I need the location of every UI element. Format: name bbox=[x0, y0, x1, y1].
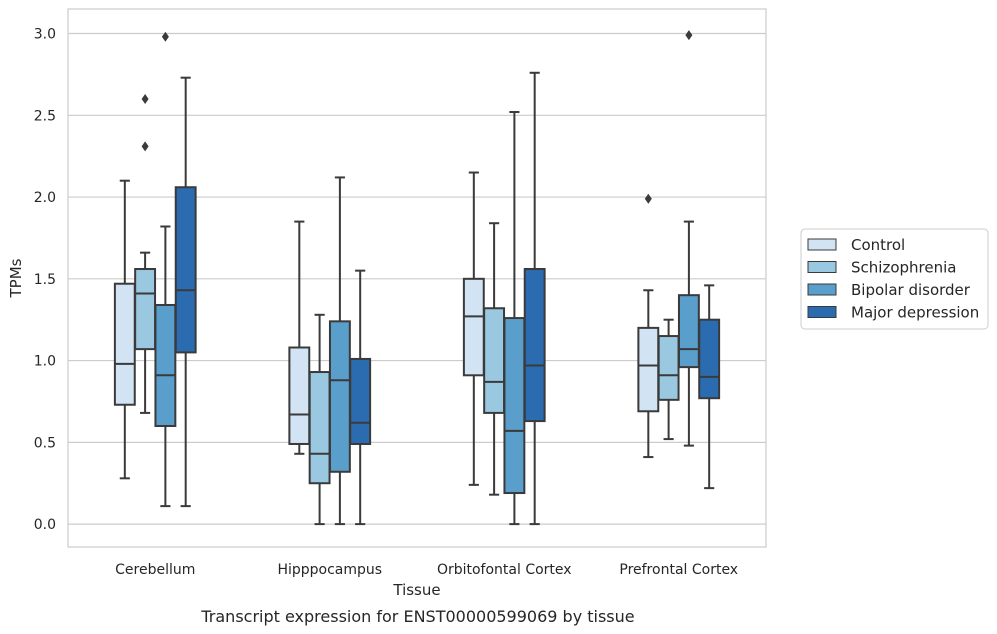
box-iqr bbox=[698, 318, 721, 400]
gridlines bbox=[68, 32, 766, 525]
box-iqr bbox=[174, 186, 197, 354]
x-tick-labels: Cerebellum Hipppocampus Orbitofontal Corte… bbox=[115, 562, 738, 578]
x-tick-label: Prefrontal Cortex bbox=[619, 562, 738, 578]
box-1-4 bbox=[174, 76, 197, 508]
chart-caption: Transcript expression for ENST0000059906… bbox=[200, 607, 634, 626]
box-1-2 bbox=[134, 93, 157, 414]
box-2-2 bbox=[308, 313, 331, 526]
box-4-3 bbox=[677, 30, 700, 447]
outlier-point bbox=[644, 193, 652, 204]
box-2-1 bbox=[288, 220, 311, 455]
box-4-4 bbox=[698, 284, 721, 490]
box-iqr bbox=[483, 307, 506, 414]
outlier-point bbox=[141, 93, 149, 104]
y-tick-labels: 0.0 0.5 1.0 1.5 2.0 2.5 3.0 bbox=[34, 27, 56, 534]
x-tick-label: Cerebellum bbox=[115, 562, 195, 578]
x-tick-label: Hipppocampus bbox=[277, 562, 382, 578]
box-4-1 bbox=[637, 193, 660, 459]
outlier-point bbox=[685, 30, 693, 41]
boxes bbox=[113, 30, 721, 526]
x-tick-label: Orbitofontal Cortex bbox=[437, 562, 572, 578]
legend-label: Control bbox=[851, 236, 905, 254]
y-tick-label: 1.0 bbox=[34, 354, 56, 370]
x-axis-label: Tissue bbox=[392, 581, 440, 599]
legend-swatch bbox=[807, 283, 837, 296]
legend-label: Bipolar disorder bbox=[851, 281, 971, 299]
box-3-2 bbox=[483, 222, 506, 496]
box-1-1 bbox=[113, 179, 136, 480]
legend-swatch bbox=[807, 238, 837, 251]
box-4-2 bbox=[657, 318, 680, 441]
box-iqr bbox=[657, 335, 680, 401]
legend: Control Schizophrenia Bipolar disorder Majo… bbox=[800, 228, 989, 330]
box-iqr bbox=[134, 268, 157, 351]
legend-label: Major depression bbox=[851, 304, 979, 322]
legend-swatch bbox=[807, 306, 837, 318]
legend-swatch bbox=[807, 261, 837, 273]
y-axis-label: TPMs bbox=[7, 258, 25, 298]
box-3-4 bbox=[523, 71, 546, 526]
y-tick-label: 1.5 bbox=[34, 272, 56, 288]
legend-frame bbox=[800, 228, 989, 330]
box-iqr bbox=[637, 326, 660, 413]
box-3-1 bbox=[462, 171, 485, 486]
box-iqr bbox=[523, 268, 546, 423]
legend-label: Schizophrenia bbox=[851, 259, 956, 277]
box-iqr bbox=[113, 282, 136, 406]
box-iqr bbox=[288, 346, 311, 445]
box-iqr bbox=[154, 303, 177, 427]
box-iqr bbox=[349, 357, 372, 445]
box-iqr bbox=[328, 320, 351, 473]
box-3-3 bbox=[503, 111, 526, 526]
box-2-3 bbox=[328, 176, 351, 526]
y-tick-label: 2.5 bbox=[34, 108, 56, 124]
y-tick-label: 2.0 bbox=[34, 190, 56, 206]
y-tick-label: 3.0 bbox=[34, 27, 56, 43]
y-tick-label: 0.0 bbox=[34, 517, 56, 533]
box-2-4 bbox=[349, 269, 372, 526]
box-iqr bbox=[462, 277, 485, 377]
box-1-3 bbox=[154, 31, 177, 508]
outlier-point bbox=[161, 31, 169, 42]
plot-area-frame bbox=[67, 8, 767, 548]
outlier-point bbox=[141, 141, 149, 152]
box-iqr bbox=[677, 294, 700, 369]
box-iqr bbox=[503, 317, 526, 495]
y-tick-label: 0.5 bbox=[34, 435, 56, 451]
box-iqr bbox=[308, 371, 331, 485]
